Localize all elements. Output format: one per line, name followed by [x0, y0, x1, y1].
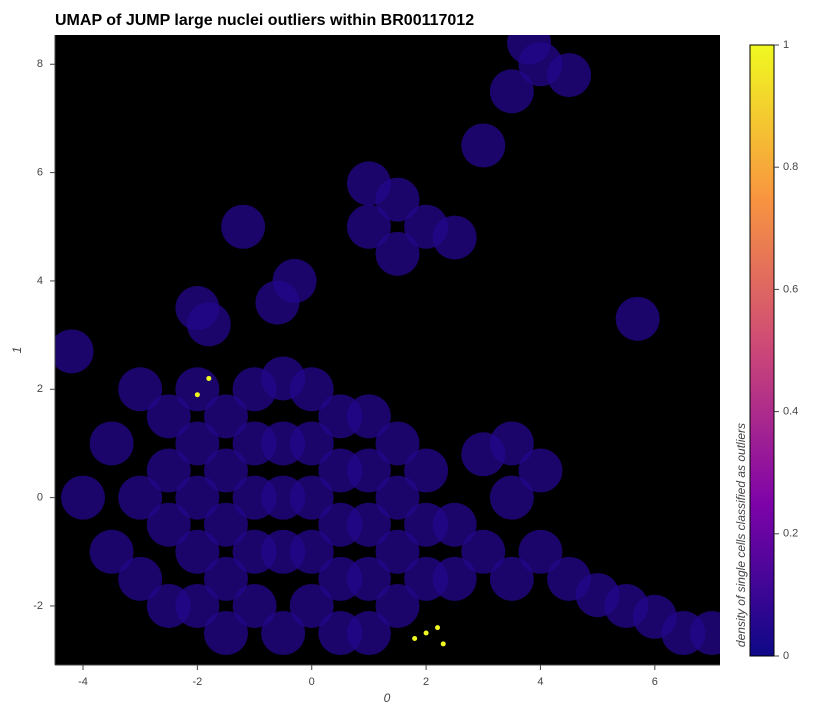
x-tick-label: 6 — [652, 676, 658, 688]
point — [203, 556, 248, 601]
point — [203, 448, 248, 493]
point — [690, 611, 720, 656]
point — [440, 641, 446, 647]
point — [289, 529, 334, 574]
point — [489, 69, 534, 114]
points — [55, 35, 720, 656]
point — [118, 475, 163, 520]
point — [346, 448, 391, 493]
point — [346, 556, 391, 601]
point — [461, 529, 506, 574]
point — [423, 630, 429, 636]
point — [375, 529, 420, 574]
colorbar-tick-label: 0.2 — [783, 528, 798, 540]
point — [346, 161, 391, 206]
point — [547, 53, 592, 98]
point — [118, 367, 163, 412]
point — [221, 204, 266, 249]
point — [461, 123, 506, 168]
point — [261, 611, 306, 656]
point — [146, 502, 191, 547]
y-tick-label: 0 — [37, 492, 43, 504]
point — [175, 421, 220, 466]
point — [375, 583, 420, 628]
point — [55, 329, 94, 374]
point — [289, 475, 334, 520]
point — [175, 475, 220, 520]
point — [432, 215, 477, 260]
point — [203, 394, 248, 439]
point — [61, 475, 106, 520]
x-tick-label: 0 — [309, 676, 315, 688]
point — [518, 529, 563, 574]
point — [255, 280, 300, 325]
x-tick-label: 4 — [537, 676, 543, 688]
point — [507, 35, 552, 65]
point — [194, 392, 200, 398]
point — [432, 556, 477, 601]
colorbar-tick-label: 0.6 — [783, 283, 798, 295]
point — [206, 375, 212, 381]
point — [346, 394, 391, 439]
point — [346, 611, 391, 656]
point — [489, 556, 534, 601]
point — [232, 583, 277, 628]
colorbar-tick-label: 0.4 — [783, 406, 798, 418]
point — [175, 583, 220, 628]
x-tick-label: -2 — [192, 676, 202, 688]
y-tick-label: 8 — [37, 58, 43, 70]
colorbar — [749, 44, 775, 657]
colorbar-label: density of single cells classified as ou… — [734, 423, 748, 647]
point — [146, 448, 191, 493]
point — [289, 583, 334, 628]
point — [435, 625, 441, 631]
point — [203, 611, 248, 656]
point — [289, 421, 334, 466]
colorbar-tick-label: 0 — [783, 650, 789, 662]
point — [203, 502, 248, 547]
point — [375, 475, 420, 520]
point — [186, 302, 231, 347]
x-tick-label: 2 — [423, 676, 429, 688]
point — [146, 394, 191, 439]
point — [489, 421, 534, 466]
colorbar-tick-label: 1 — [783, 39, 789, 51]
point — [432, 502, 477, 547]
point — [375, 421, 420, 466]
point — [346, 204, 391, 249]
y-tick-label: -2 — [33, 600, 43, 612]
point — [175, 529, 220, 574]
x-axis-label: 0 — [384, 691, 391, 705]
point — [346, 502, 391, 547]
y-tick-label: 2 — [37, 383, 43, 395]
point — [412, 635, 418, 641]
chart-title: UMAP of JUMP large nuclei outliers withi… — [55, 12, 474, 29]
point — [289, 367, 334, 412]
point — [615, 296, 660, 341]
point — [89, 529, 134, 574]
y-tick-label: 4 — [37, 275, 43, 287]
point — [489, 475, 534, 520]
colorbar-tick-label: 0.8 — [783, 161, 798, 173]
point — [118, 556, 163, 601]
y-axis-label: 1 — [10, 347, 24, 354]
x-tick-label: -4 — [78, 676, 88, 688]
point — [404, 448, 449, 493]
point — [375, 231, 420, 276]
point — [518, 448, 563, 493]
y-tick-label: 6 — [37, 166, 43, 178]
point — [89, 421, 134, 466]
